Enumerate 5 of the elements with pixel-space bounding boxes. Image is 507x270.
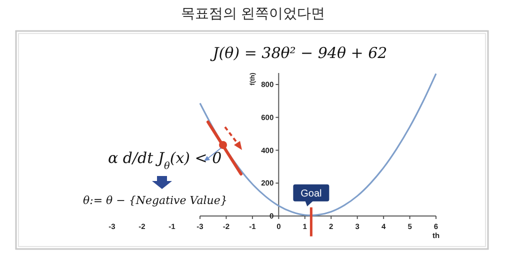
annotation: α d/dt J$_{θ}$(x) < 0 (108, 149, 222, 172)
chart-subtitle: J(θ) = 38θ² − 94θ + 62 (210, 44, 388, 62)
annotation: θ:= θ − {Negative Value} (83, 194, 228, 207)
annotation: Goal (300, 188, 322, 200)
chart-title: 목표점의 왼쪽이었다면 (181, 5, 325, 21)
